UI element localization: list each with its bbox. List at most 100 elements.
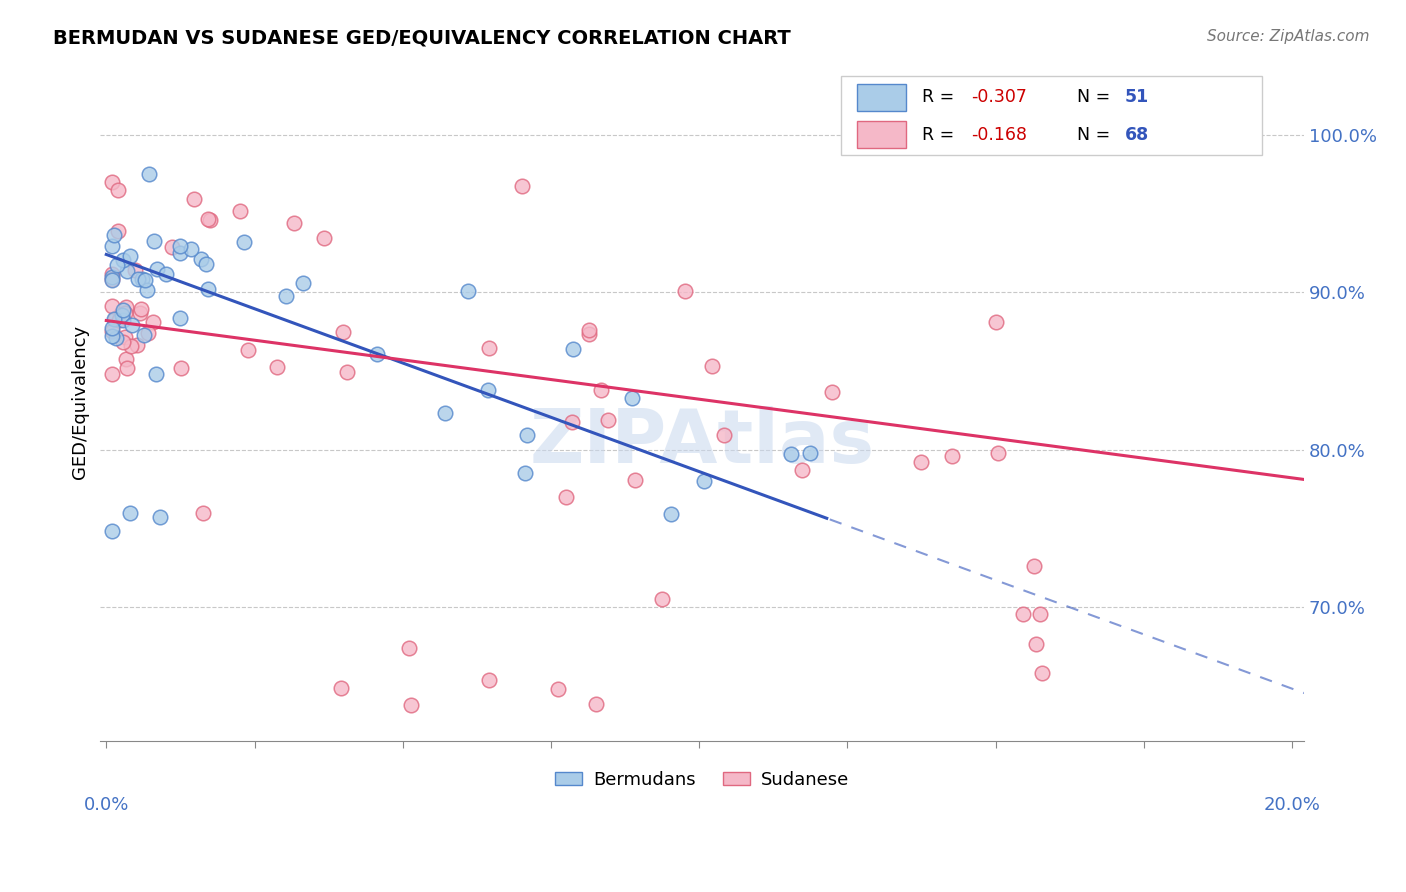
Point — [101, 239, 124, 253]
Point — [115, 352, 138, 367]
Point — [131, 301, 153, 316]
Point — [124, 263, 146, 277]
Point — [134, 273, 156, 287]
Point — [115, 300, 138, 314]
Point — [105, 259, 128, 273]
Point — [292, 277, 315, 291]
Point — [399, 698, 422, 712]
Point — [398, 641, 420, 656]
Point — [229, 204, 252, 219]
Point — [169, 310, 191, 325]
Point — [169, 239, 191, 253]
Point — [197, 282, 219, 296]
Point — [117, 264, 139, 278]
Point — [336, 365, 359, 379]
Point — [183, 192, 205, 206]
Point — [160, 240, 183, 254]
Point — [121, 318, 143, 332]
Point — [578, 326, 600, 341]
Point — [170, 360, 193, 375]
Point — [478, 341, 501, 355]
Point — [510, 179, 533, 194]
Point — [127, 272, 149, 286]
Point — [987, 446, 1010, 460]
Point — [114, 306, 136, 320]
Point — [591, 383, 613, 397]
Point — [191, 506, 214, 520]
Point — [101, 367, 124, 381]
Point — [180, 242, 202, 256]
Point — [111, 302, 134, 317]
Point — [434, 406, 457, 420]
Point — [702, 359, 724, 374]
Point — [101, 270, 124, 285]
Point — [145, 367, 167, 381]
Point — [1029, 607, 1052, 621]
Text: Source: ZipAtlas.com: Source: ZipAtlas.com — [1206, 29, 1369, 44]
Point — [120, 339, 142, 353]
Point — [197, 211, 219, 226]
Point — [101, 320, 124, 334]
Point — [477, 384, 499, 398]
Point — [693, 474, 716, 488]
Point — [169, 246, 191, 260]
Text: 68: 68 — [1125, 126, 1149, 144]
Point — [101, 524, 124, 539]
Text: R =: R = — [922, 126, 960, 144]
Point — [101, 328, 124, 343]
Point — [585, 697, 607, 711]
Point — [105, 331, 128, 345]
Point — [101, 272, 124, 286]
Point — [984, 315, 1007, 329]
Point — [1012, 607, 1035, 622]
Point — [101, 267, 124, 281]
Point — [598, 413, 620, 427]
Text: R =: R = — [922, 88, 960, 106]
Point — [233, 235, 256, 249]
Point — [366, 347, 388, 361]
Point — [274, 288, 297, 302]
Point — [101, 299, 124, 313]
Point — [108, 309, 131, 323]
Point — [910, 455, 932, 469]
Point — [146, 261, 169, 276]
Point — [198, 213, 221, 227]
Point — [555, 490, 578, 504]
Point — [107, 183, 129, 197]
Y-axis label: GED/Equivalency: GED/Equivalency — [72, 326, 89, 479]
Point — [112, 252, 135, 267]
Point — [623, 473, 645, 487]
Point — [103, 312, 125, 326]
Point — [659, 507, 682, 521]
Point — [111, 313, 134, 327]
Text: N =: N = — [1077, 126, 1115, 144]
Point — [561, 415, 583, 429]
FancyBboxPatch shape — [858, 121, 905, 148]
Point — [101, 324, 124, 338]
Point — [131, 271, 153, 285]
Point — [194, 257, 217, 271]
Point — [136, 326, 159, 340]
Point — [136, 284, 159, 298]
Point — [101, 273, 124, 287]
Point — [103, 227, 125, 242]
Text: -0.168: -0.168 — [970, 126, 1026, 144]
Point — [620, 391, 643, 405]
Point — [118, 506, 141, 520]
Point — [1025, 637, 1047, 651]
Point — [111, 308, 134, 322]
Point — [457, 284, 479, 298]
Point — [266, 360, 288, 375]
Point — [312, 231, 335, 245]
Text: ZIPAtlas: ZIPAtlas — [530, 407, 875, 480]
Point — [107, 224, 129, 238]
Text: 0.0%: 0.0% — [83, 796, 129, 814]
Point — [513, 466, 536, 480]
Point — [149, 510, 172, 524]
Point — [142, 316, 165, 330]
Point — [332, 325, 354, 339]
Point — [651, 592, 673, 607]
Point — [155, 267, 177, 281]
FancyBboxPatch shape — [841, 76, 1263, 155]
Point — [1031, 666, 1053, 681]
